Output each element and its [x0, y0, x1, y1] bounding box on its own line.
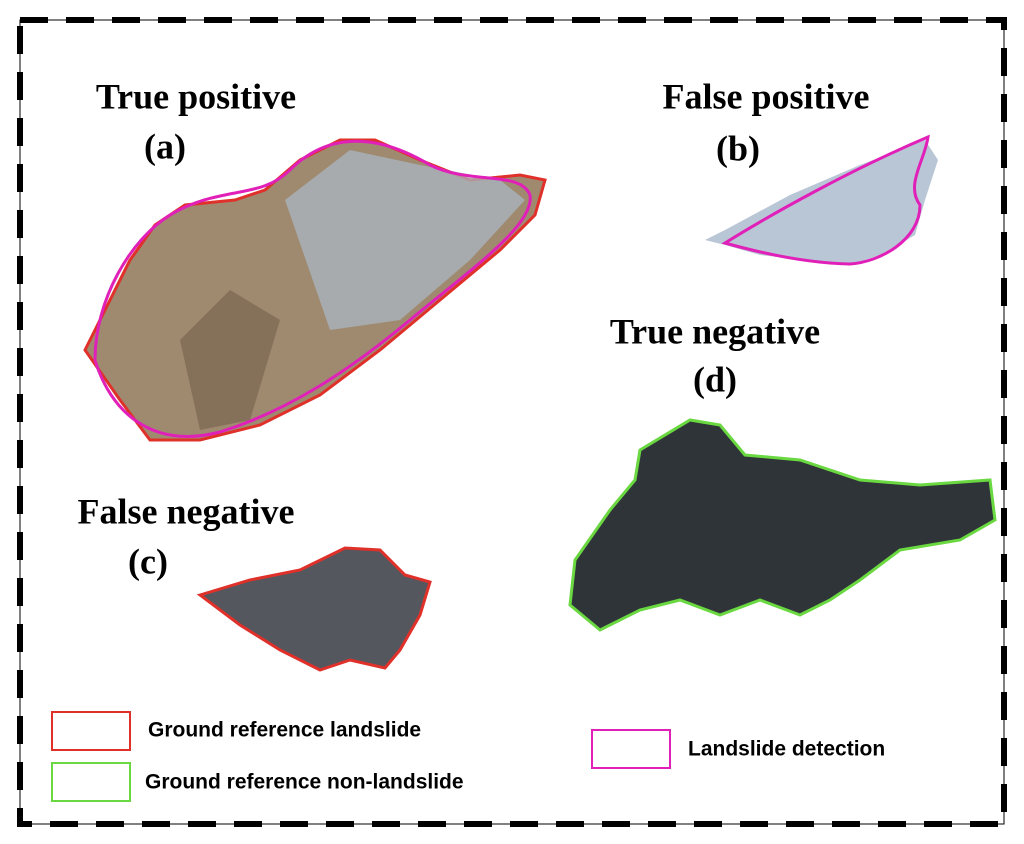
legend-swatch: [591, 729, 671, 769]
legend-swatch: [51, 711, 131, 751]
panel-title: True positive: [96, 76, 296, 116]
legend-label: Ground reference landslide: [148, 719, 421, 742]
detection-outline-b: [721, 134, 930, 266]
legend-label: Landslide detection: [688, 738, 885, 761]
landslide-image-c: [196, 546, 432, 672]
image-texture: [180, 290, 280, 430]
legend-label: Ground reference non-landslide: [145, 771, 464, 794]
panel-label: (d): [693, 359, 737, 399]
image-b: [705, 140, 938, 265]
image-texture: [285, 150, 525, 330]
panel-label: (b): [716, 128, 760, 168]
detection-outline-a: [93, 139, 532, 438]
panel-title: True negative: [610, 311, 820, 351]
panel-title: False negative: [78, 491, 295, 531]
panel-title: False positive: [663, 76, 870, 116]
map-frame-line: [19, 19, 1005, 825]
legend-swatch: [51, 762, 131, 802]
non-landslide-image-d: [568, 418, 997, 632]
panel-label: (a): [144, 126, 186, 166]
panel-label: (c): [128, 541, 168, 581]
